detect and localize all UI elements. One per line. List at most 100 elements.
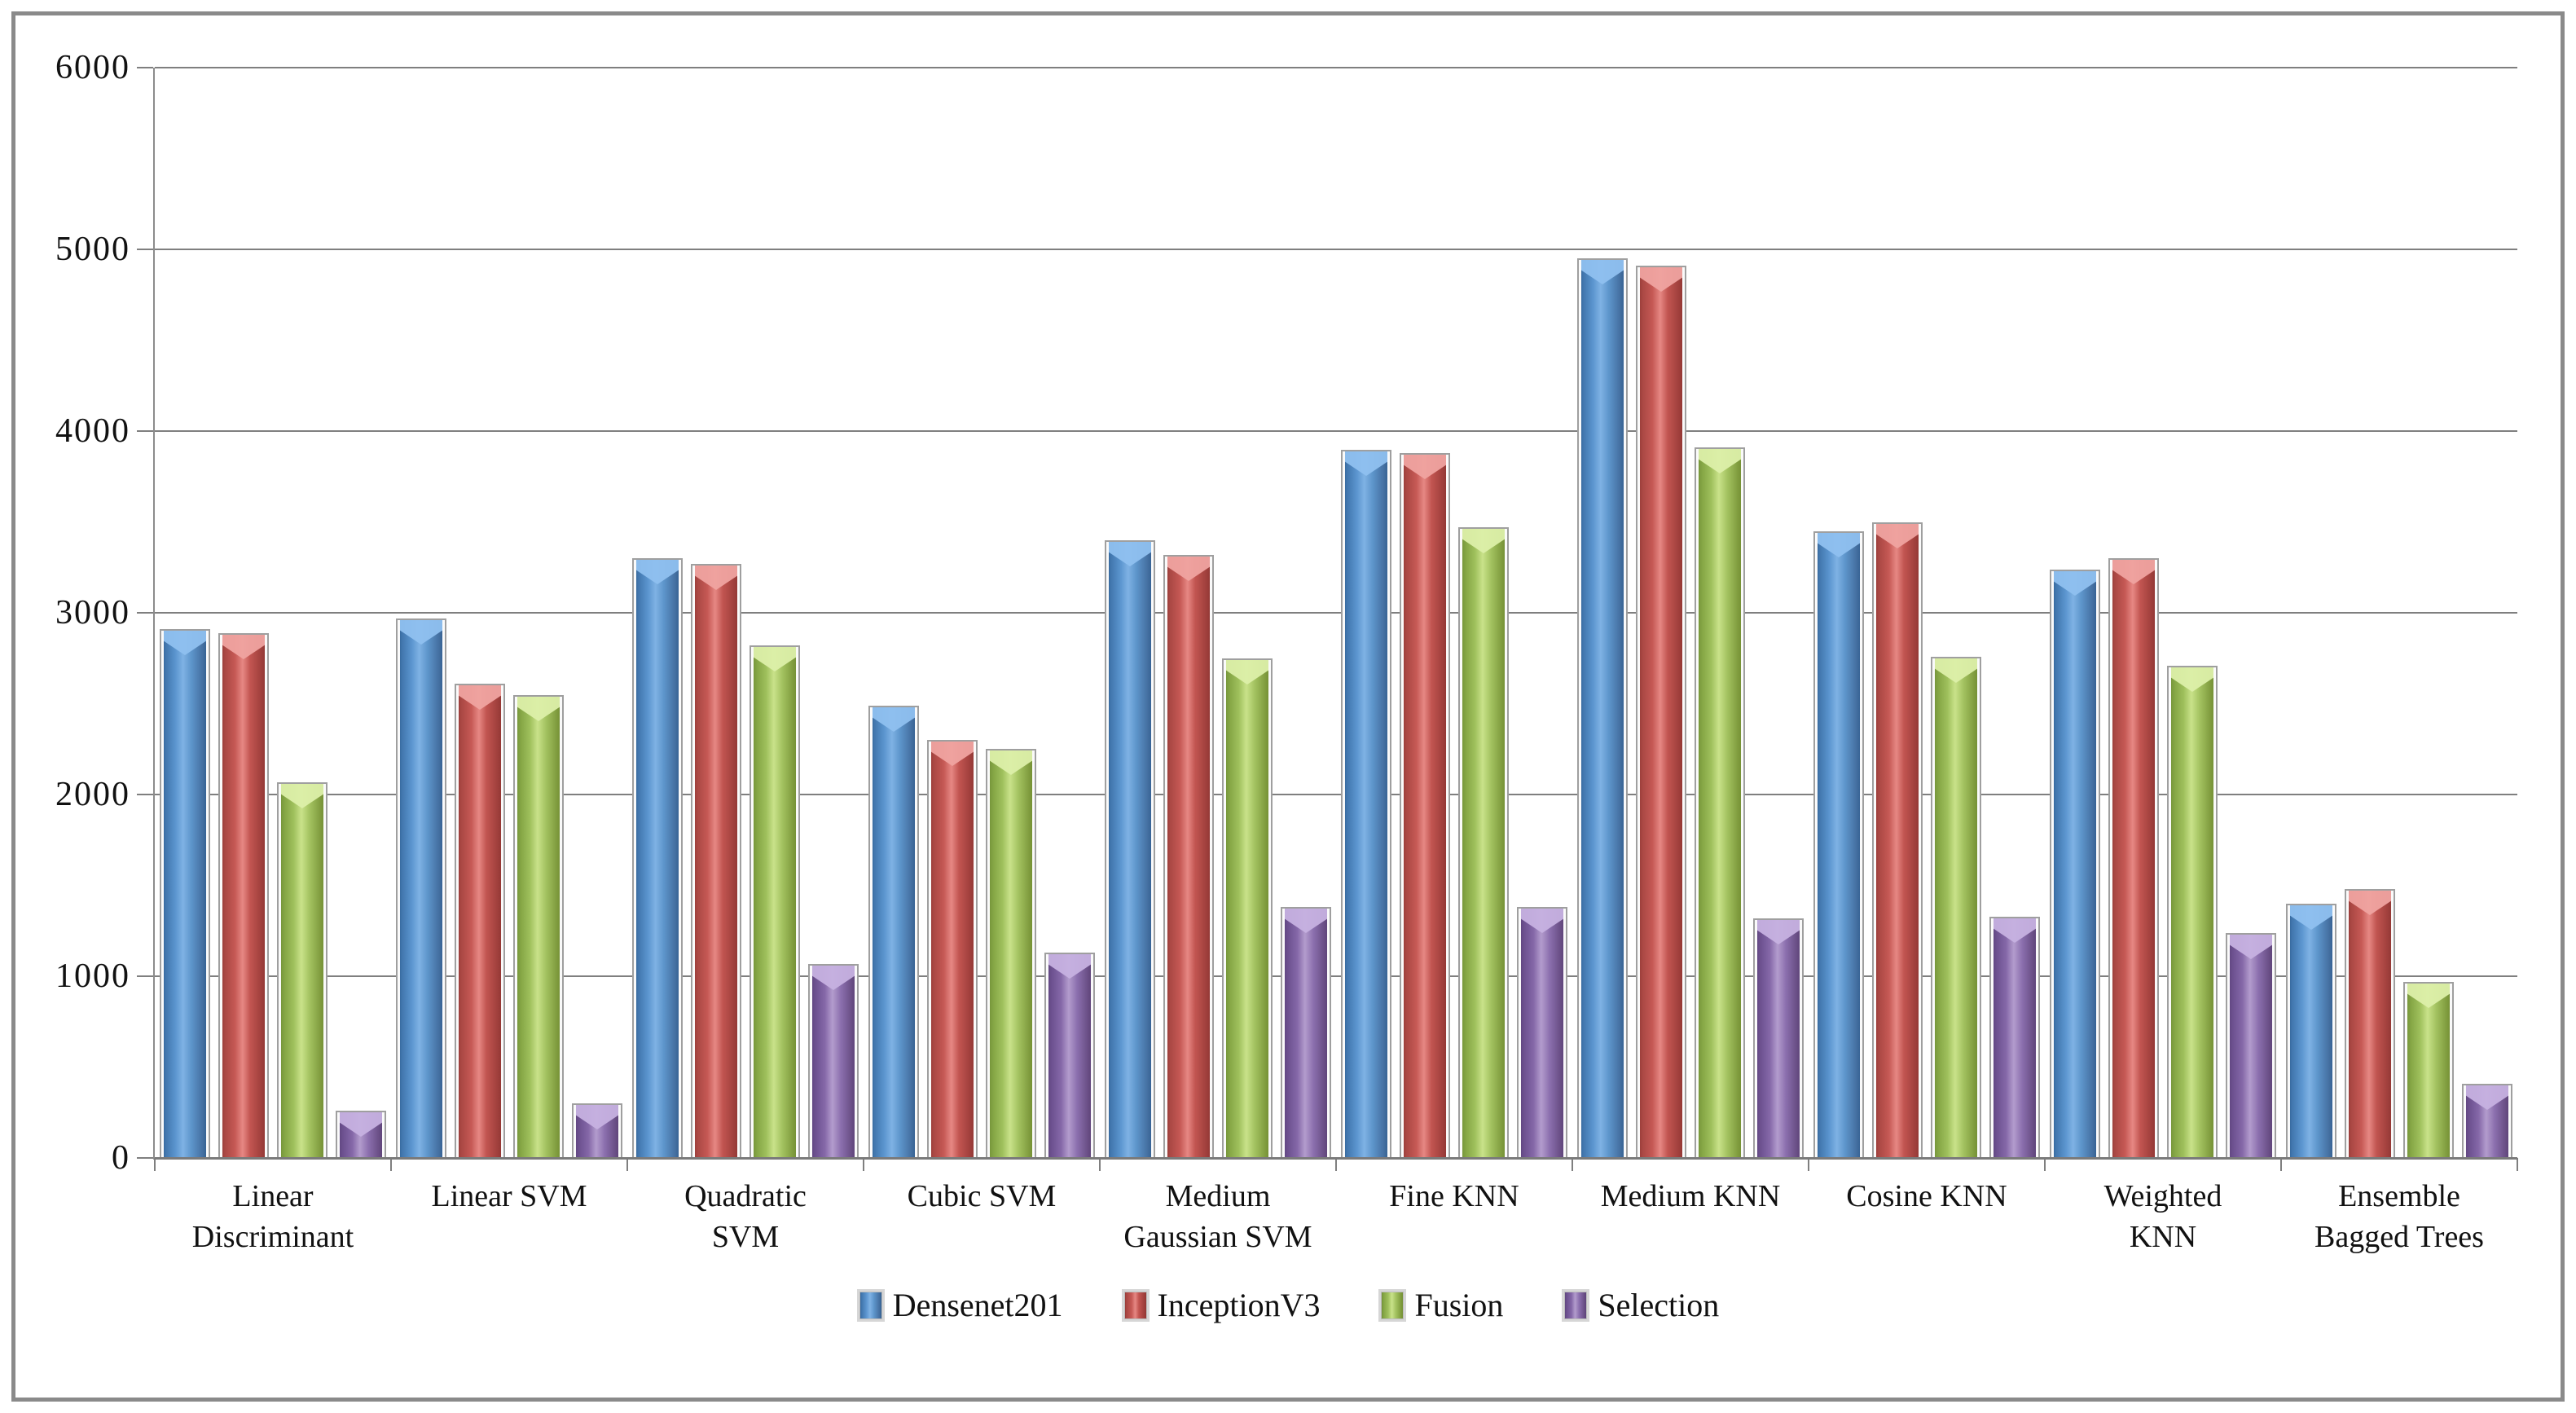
gridline-4000	[155, 430, 2517, 432]
gridline-2000	[155, 794, 2517, 795]
y-axis-line	[153, 68, 155, 1160]
bar-group-linear-discriminant	[155, 68, 391, 1158]
bar-gloss-cap	[1935, 658, 1977, 683]
category-label-line: Fine KNN	[1389, 1179, 1519, 1213]
bar-densenet201-medium-gaussian-svm	[1105, 540, 1155, 1158]
x-axis-tick	[863, 1158, 864, 1171]
legend-label-fusion: Fusion	[1414, 1287, 1504, 1323]
bar-fusion-medium-knn	[1695, 447, 1745, 1158]
bar-densenet201-cosine-knn	[1813, 531, 1864, 1158]
bar-inceptionv3-weighted-knn	[2108, 558, 2159, 1158]
legend-item-densenet201: Densenet201	[856, 1286, 1063, 1324]
bar-gloss-cap	[222, 635, 265, 659]
bar-fusion-medium-gaussian-svm	[1222, 658, 1273, 1158]
category-label-line: Weighted	[2103, 1179, 2222, 1213]
x-axis-tick	[1099, 1158, 1101, 1171]
category-label-linear-svm: Linear SVM	[391, 1176, 627, 1217]
y-axis-label-2000: 2000	[55, 776, 130, 813]
bar-gloss-cap	[1581, 260, 1624, 284]
bar-selection-cosine-knn	[1989, 917, 2040, 1158]
category-label-weighted-knn: Weighted KNN	[2045, 1176, 2281, 1257]
y-axis-tick	[137, 430, 153, 432]
bar-group-linear-svm	[391, 68, 627, 1158]
bar-gloss-cap	[1226, 660, 1268, 684]
bar-selection-weighted-knn	[2226, 933, 2276, 1158]
legend-marker-fusion-icon	[1378, 1288, 1407, 1322]
bar-inceptionv3-linear-svm	[455, 684, 505, 1158]
bar-densenet201-linear-discriminant	[160, 629, 210, 1158]
category-label-line: Medium KNN	[1600, 1179, 1781, 1213]
category-label-line: Ensemble	[2338, 1179, 2460, 1213]
y-axis-tick	[137, 1157, 153, 1159]
bar-group-ensemble-bagged-trees	[2281, 68, 2517, 1158]
category-label-fine-knn: Fine KNN	[1336, 1176, 1572, 1217]
bar-group-quadratic-svm	[627, 68, 864, 1158]
bar-densenet201-linear-svm	[396, 618, 446, 1158]
y-axis-label-1000: 1000	[55, 957, 130, 995]
bar-densenet201-cubic-svm	[868, 706, 919, 1158]
bar-gloss-cap	[2466, 1085, 2508, 1110]
bar-gloss-cap	[931, 742, 974, 766]
bar-densenet201-ensemble-bagged-trees	[2286, 904, 2336, 1158]
bar-gloss-cap	[1345, 451, 1387, 476]
bar-fusion-linear-svm	[513, 695, 564, 1158]
y-axis-tick	[137, 794, 153, 795]
legend-item-fusion: Fusion	[1378, 1286, 1503, 1324]
category-label-linear-discriminant: Linear Discriminant	[155, 1176, 391, 1257]
legend-marker-densenet201-icon	[856, 1288, 885, 1322]
bar-densenet201-fine-knn	[1341, 450, 1391, 1158]
bar-inceptionv3-ensemble-bagged-trees	[2345, 889, 2395, 1158]
bar-gloss-cap	[2054, 571, 2096, 596]
bar-selection-ensemble-bagged-trees	[2462, 1084, 2512, 1158]
bar-gloss-cap	[400, 620, 442, 645]
category-label-line: Bagged Trees	[2314, 1220, 2484, 1255]
x-axis-line	[155, 1157, 2517, 1160]
plot-area	[137, 67, 2518, 1171]
x-axis-tick	[1808, 1158, 1809, 1171]
bar-gloss-cap	[695, 566, 737, 590]
category-label-medium-gaussian-svm: Medium Gaussian SVM	[1100, 1176, 1336, 1257]
category-label-cubic-svm: Cubic SVM	[864, 1176, 1100, 1217]
bar-group-fine-knn	[1336, 68, 1572, 1158]
legend-marker-selection-icon	[1562, 1288, 1590, 1322]
category-label-ensemble-bagged-trees: Ensemble Bagged Trees	[2281, 1176, 2517, 1257]
category-label-line: Linear SVM	[431, 1179, 587, 1213]
bar-inceptionv3-medium-gaussian-svm	[1163, 555, 1214, 1158]
legend-marker-inceptionv3-icon	[1121, 1288, 1150, 1322]
bar-gloss-cap	[340, 1112, 382, 1137]
bar-selection-linear-svm	[572, 1103, 622, 1158]
bar-gloss-cap	[2171, 667, 2213, 692]
gridline-1000	[155, 975, 2517, 977]
bar-gloss-cap	[1699, 449, 1741, 473]
bar-inceptionv3-quadratic-svm	[691, 564, 741, 1158]
bar-selection-medium-gaussian-svm	[1281, 907, 1331, 1158]
bar-gloss-cap	[164, 631, 206, 655]
x-axis-tick	[390, 1158, 392, 1171]
category-label-cosine-knn: Cosine KNN	[1809, 1176, 2045, 1217]
bar-gloss-cap	[1876, 524, 1919, 548]
bar-inceptionv3-medium-knn	[1636, 266, 1686, 1158]
bar-inceptionv3-cosine-knn	[1872, 522, 1923, 1158]
bar-gloss-cap	[576, 1105, 618, 1129]
bar-fusion-fine-knn	[1458, 527, 1509, 1158]
bar-gloss-cap	[990, 751, 1032, 775]
y-axis-tick	[137, 975, 153, 977]
y-axis-label-3000: 3000	[55, 594, 130, 632]
category-label-line: Discriminant	[191, 1220, 354, 1255]
bar-group-weighted-knn	[2045, 68, 2281, 1158]
bar-gloss-cap	[2349, 891, 2391, 915]
bar-gloss-cap	[1109, 542, 1151, 566]
x-axis-tick	[1335, 1158, 1337, 1171]
category-label-medium-knn: Medium KNN	[1572, 1176, 1809, 1217]
x-axis-tick	[626, 1158, 628, 1171]
y-axis-tick	[137, 612, 153, 614]
gridline-6000	[155, 67, 2517, 68]
bar-fusion-weighted-knn	[2167, 666, 2218, 1158]
bar-gloss-cap	[281, 784, 323, 808]
category-label-line: Cosine KNN	[1846, 1179, 2007, 1213]
legend-label-selection: Selection	[1598, 1287, 1720, 1323]
bar-selection-medium-knn	[1753, 918, 1804, 1158]
bar-gloss-cap	[1462, 529, 1505, 553]
bar-group-medium-knn	[1572, 68, 1809, 1158]
